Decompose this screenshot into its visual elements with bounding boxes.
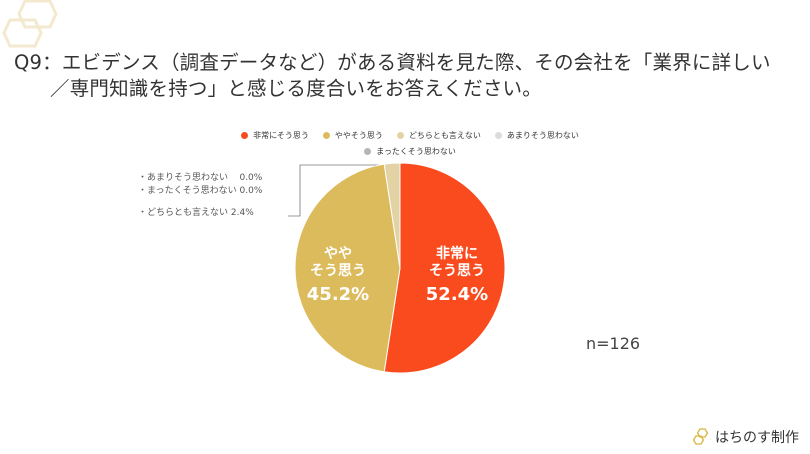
legend-item: ややそう思う xyxy=(322,128,383,143)
callout-leader-line xyxy=(288,164,388,217)
logo-watermark-icon xyxy=(2,0,58,48)
legend-label: 非常にそう思う xyxy=(253,131,309,140)
slice-label-very: 非常に xyxy=(436,245,478,262)
callout-row: ・あまりそう思わない 0.0% xyxy=(138,173,263,183)
slice-label-very: そう思う xyxy=(429,263,485,279)
callout-row: ・まったくそう思わない 0.0% xyxy=(138,185,263,196)
sample-size: n=126 xyxy=(586,334,641,353)
small-slice-callouts: ・あまりそう思わない 0.0% ・まったくそう思わない 0.0% ・どちらとも言… xyxy=(138,172,262,220)
slice-value-somewhat: 45.2% xyxy=(307,284,369,305)
slice-label-somewhat: そう思う xyxy=(310,263,366,279)
legend-label: まったくそう思わない xyxy=(376,147,456,156)
slice-label-somewhat: やや xyxy=(324,246,352,262)
legend-label: ややそう思う xyxy=(334,131,383,140)
legend-swatch xyxy=(241,132,249,139)
title-line-2: ／専門知識を持つ」と感じる度合いをお答えください。 xyxy=(50,77,542,100)
title-line-1: Q9：エビデンス（調査データなど）がある資料を見た際、その会社を「業界に詳しい xyxy=(14,51,771,74)
legend-item: どちらとも言えない xyxy=(396,128,481,143)
callout-row: ・どちらとも言えない 2.4% xyxy=(138,208,254,218)
pie-slice-1 xyxy=(294,163,401,373)
pie-slice-0 xyxy=(383,162,506,374)
legend-label: どちらとも言えない xyxy=(408,131,481,140)
legend-label: あまりそう思わない xyxy=(506,131,579,140)
legend-swatch xyxy=(364,148,372,155)
legend-swatch xyxy=(322,132,330,139)
chart-legend: 非常にそう思う ややそう思う どちらとも言えない あまりそう思わないまったくそう思わな… xyxy=(215,128,605,160)
pie-slice-2 xyxy=(383,162,401,269)
legend-item: あまりそう思わない xyxy=(494,128,579,143)
legend-item: まったくそう思わない xyxy=(364,144,456,159)
brand-name: はちのす制作 xyxy=(715,430,799,446)
page-title: Q9：エビデンス（調査データなど）がある資料を見た際、その会社を「業界に詳しい … xyxy=(14,50,771,102)
legend-swatch xyxy=(494,132,502,139)
brand-logo-icon xyxy=(692,428,709,445)
brand-footer: はちのす制作 xyxy=(692,427,799,447)
legend-swatch xyxy=(396,132,404,139)
slice-value-very: 52.4% xyxy=(426,284,488,305)
legend-item: 非常にそう思う xyxy=(241,128,309,143)
